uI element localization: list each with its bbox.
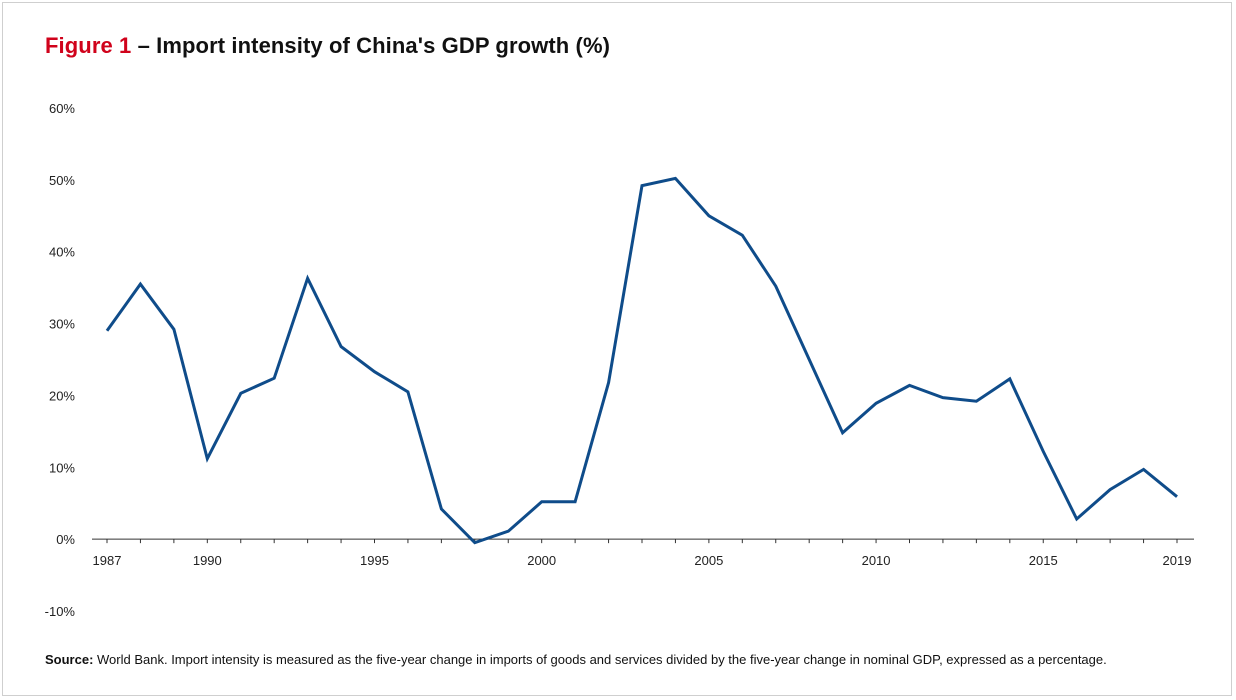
data-point: [975, 400, 978, 403]
data-point: [306, 277, 309, 280]
data-point: [641, 184, 644, 187]
y-tick-label: 10%: [49, 460, 75, 475]
data-point: [607, 381, 610, 384]
x-tick-label: 2005: [694, 553, 723, 568]
data-point: [1176, 495, 1179, 498]
data-point: [440, 507, 443, 510]
data-point: [473, 541, 476, 544]
data-point: [1008, 377, 1011, 380]
title-text: – Import intensity of China's GDP growth…: [131, 33, 611, 58]
figure-label: Figure 1: [45, 33, 132, 58]
data-point: [239, 392, 242, 395]
data-point: [172, 328, 175, 331]
x-tick-label: 2000: [527, 553, 556, 568]
data-point: [1142, 468, 1145, 471]
data-point: [206, 457, 209, 460]
data-point: [875, 402, 878, 405]
data-point: [841, 431, 844, 434]
data-point: [507, 530, 510, 533]
chart-title: Figure 1 – Import intensity of China's G…: [45, 33, 610, 59]
x-tick-label: 2015: [1029, 553, 1058, 568]
y-tick-label: 30%: [49, 317, 75, 332]
x-tick-label: 1990: [193, 553, 222, 568]
data-point: [273, 377, 276, 380]
data-point: [139, 283, 142, 286]
source-note: Source: World Bank. Import intensity is …: [45, 652, 1107, 667]
y-tick-label: 20%: [49, 388, 75, 403]
data-point: [674, 177, 677, 180]
data-point: [340, 345, 343, 348]
data-point: [373, 370, 376, 373]
data-point: [774, 285, 777, 288]
data-point: [574, 500, 577, 503]
data-point: [540, 500, 543, 503]
x-tick-label: 1987: [93, 553, 122, 568]
data-point: [1075, 518, 1078, 521]
data-point: [707, 214, 710, 217]
data-point: [741, 234, 744, 237]
source-label: Source:: [45, 652, 94, 667]
x-tick-label: 1995: [360, 553, 389, 568]
x-tick-label: 2010: [862, 553, 891, 568]
y-tick-label: 50%: [49, 173, 75, 188]
y-tick-label: 0%: [56, 532, 75, 547]
y-tick-label: 60%: [49, 101, 75, 116]
data-point: [1042, 450, 1045, 453]
series-line: [105, 176, 1178, 545]
y-tick-label: -10%: [45, 604, 76, 619]
x-axis: 1987 1990 1995 2000 2005 2010 2015 2019: [92, 538, 1194, 568]
source-text: World Bank. Import intensity is measured…: [93, 652, 1107, 667]
data-point: [1109, 488, 1112, 491]
series-group: [105, 176, 1179, 545]
y-tick-label: 40%: [49, 245, 75, 260]
data-point: [908, 384, 911, 387]
data-point: [406, 390, 409, 393]
y-axis-ticks: 60% 50% 40% 30% 20% 10% 0% -10%: [45, 101, 76, 619]
data-point: [808, 358, 811, 361]
x-tick-label: 2019: [1163, 553, 1192, 568]
data-point: [106, 329, 109, 332]
data-point: [941, 396, 944, 399]
